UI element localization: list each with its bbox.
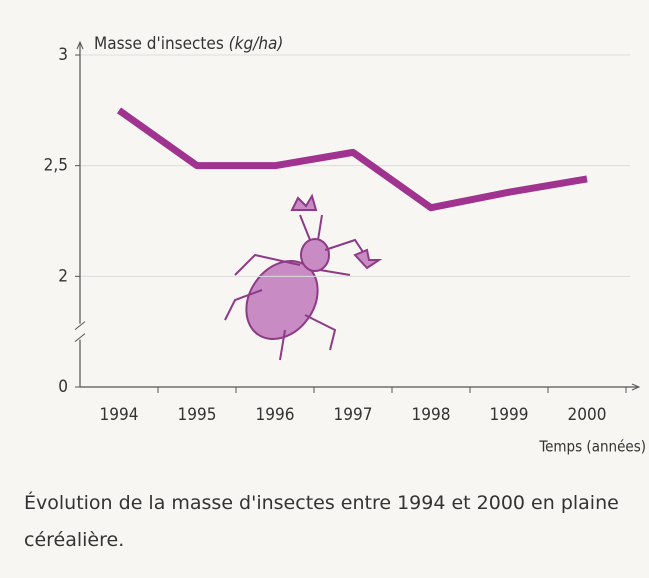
y-tick-label: 2,5 <box>44 156 68 176</box>
x-tick-label: 2000 <box>568 405 607 425</box>
page: Masse d'insectes (kg/ha) Temps (années) … <box>0 0 649 578</box>
x-tick-label: 1998 <box>412 405 451 425</box>
y-tick-label: 0 <box>58 377 68 397</box>
x-tick-label: 1994 <box>100 405 139 425</box>
insect-illustration <box>225 196 379 360</box>
x-tick-label: 1997 <box>334 405 373 425</box>
caption: Évolution de la masse d'insectes entre 1… <box>24 485 634 559</box>
y-tick-label: 3 <box>58 45 68 65</box>
x-axis-label: Temps (années) <box>538 438 646 456</box>
x-tick-label: 1995 <box>178 405 217 425</box>
x-tick-label: 1996 <box>256 405 295 425</box>
y-axis-label: Masse d'insectes (kg/ha) <box>94 34 283 54</box>
y-unit: (kg/ha) <box>229 34 284 54</box>
y-label: Masse d'insectes <box>94 34 224 54</box>
y-tick-label: 2 <box>58 266 68 286</box>
chart: Masse d'insectes (kg/ha) Temps (années) … <box>0 0 649 470</box>
x-tick-label: 1999 <box>490 405 529 425</box>
data-line <box>119 110 587 207</box>
